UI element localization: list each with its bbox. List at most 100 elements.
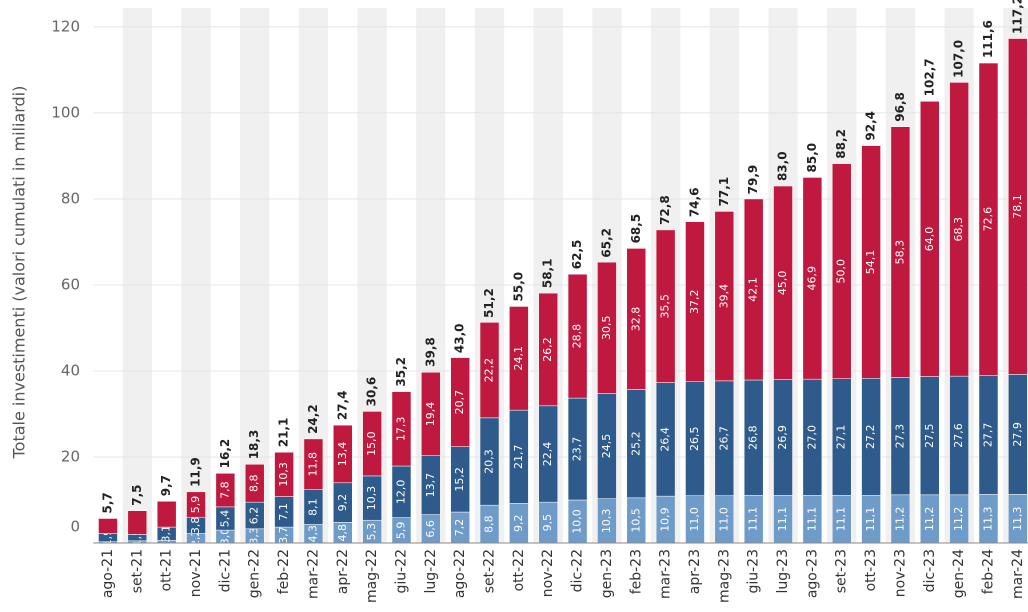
- bar-segment: [861, 145, 881, 379]
- segment-label: 3,1: [160, 525, 173, 543]
- segment-label: 3,8: [189, 517, 202, 535]
- total-label: 77,1: [717, 177, 731, 207]
- segment-label: 22,4: [541, 442, 554, 467]
- segment-label: 11,1: [864, 507, 877, 532]
- segment-label: 11,1: [835, 507, 848, 532]
- segment-label: 50,0: [835, 259, 848, 284]
- segment-label: 11,3: [1011, 506, 1024, 531]
- segment-label: 5,9: [394, 522, 407, 540]
- segment-label: 46,9: [805, 266, 818, 291]
- segment-label: 7,8: [218, 481, 231, 499]
- bar-segment: [421, 372, 441, 456]
- segment-label: 8,8: [483, 515, 496, 533]
- bar-segment: [509, 306, 529, 411]
- x-tick-label: nov-22: [540, 549, 556, 597]
- segment-label: 68,3: [952, 217, 965, 242]
- segment-label: 5,3: [365, 523, 378, 541]
- segment-label: 10,0: [571, 509, 584, 534]
- y-tick-label: 0: [70, 518, 80, 536]
- segment-label: 9,5: [541, 514, 554, 532]
- segment-label: 19,4: [424, 402, 437, 427]
- total-label: 43,0: [453, 323, 467, 353]
- total-label: 117,2: [1010, 0, 1024, 34]
- x-tick-label: giu-23: [746, 549, 762, 594]
- y-tick-label: 80: [61, 189, 80, 207]
- segment-label: 11,2: [923, 507, 936, 532]
- segment-label: 6,2: [248, 507, 261, 525]
- total-label: 55,0: [511, 272, 525, 302]
- x-tick-label: set-23: [834, 549, 850, 593]
- total-label: 24,2: [306, 404, 320, 434]
- x-tick-label: gen-24: [951, 549, 967, 598]
- x-tick-label: mar-24: [1010, 549, 1026, 599]
- x-tick-label: mar-22: [305, 549, 321, 599]
- total-label: 51,2: [482, 288, 496, 318]
- y-tick-label: 100: [51, 103, 80, 121]
- segment-label: 37,2: [688, 289, 701, 314]
- x-tick-label: mag-23: [716, 549, 732, 603]
- total-label: 74,6: [687, 188, 701, 218]
- bar-segment: [949, 82, 969, 377]
- segment-label: 23,7: [571, 437, 584, 462]
- bar-segment: [215, 473, 236, 508]
- segment-label: 9,2: [512, 514, 525, 532]
- segment-label: 5,4: [218, 510, 231, 528]
- x-tick-label: feb-22: [276, 549, 292, 594]
- x-tick-label: mag-22: [364, 549, 380, 603]
- segment-label: 10,3: [365, 486, 378, 511]
- bar-segment: [831, 163, 852, 379]
- segment-label: 28,8: [571, 324, 584, 349]
- segment-label: 64,0: [923, 227, 936, 252]
- segment-label: 72,6: [981, 207, 994, 232]
- bar-segment: [333, 424, 353, 484]
- bar-segment: [978, 62, 999, 376]
- segment-label: 26,2: [541, 337, 554, 362]
- total-label: 11,9: [189, 457, 203, 487]
- total-label: 7,5: [130, 484, 144, 505]
- x-tick-label: nov-23: [892, 549, 908, 597]
- y-tick-label: 20: [61, 447, 80, 465]
- segment-label: 7,2: [453, 519, 466, 537]
- total-label: 72,8: [658, 195, 672, 225]
- x-tick-label: nov-21: [188, 549, 204, 597]
- total-label: 30,6: [365, 377, 379, 407]
- band-shade: [240, 8, 270, 543]
- segment-label: 45,0: [776, 271, 789, 296]
- segment-label: 26,7: [717, 426, 730, 451]
- bar-segment: [567, 273, 588, 399]
- bar-segment: [274, 452, 294, 497]
- segment-label: 42,1: [747, 277, 760, 302]
- total-label: 9,7: [159, 475, 173, 496]
- total-label: 5,7: [100, 492, 114, 513]
- segment-label: 78,1: [1011, 194, 1024, 219]
- segment-label: 11,2: [893, 507, 906, 532]
- bar-segment: [802, 177, 823, 380]
- bar-segment: [450, 357, 470, 447]
- total-label: 92,4: [864, 111, 878, 141]
- total-label: 21,1: [277, 418, 291, 448]
- segment-label: 27,5: [923, 423, 936, 448]
- segment-label: 26,9: [776, 425, 789, 450]
- bar-segment: [597, 261, 617, 394]
- segment-label: 11,2: [952, 507, 965, 532]
- x-tick-label: ott-21: [159, 549, 175, 591]
- bar-segment: [1008, 38, 1028, 375]
- segment-label: 13,7: [424, 473, 437, 498]
- segment-label: 11,3: [981, 506, 994, 531]
- band-shade: [181, 8, 211, 543]
- segment-label: 24,5: [600, 434, 613, 459]
- segment-label: 3,3: [248, 527, 261, 545]
- bar-segment: [538, 292, 558, 407]
- y-tick-label: 60: [61, 275, 80, 293]
- bar-segment: [743, 198, 764, 381]
- total-label: 58,1: [541, 259, 555, 289]
- segment-label: 58,3: [893, 240, 906, 265]
- x-tick-label: ago-21: [100, 549, 116, 598]
- bar-segment: [156, 501, 177, 528]
- segment-label: 6,6: [424, 520, 437, 538]
- total-label: 39,8: [423, 337, 437, 367]
- segment-label: 30,5: [600, 316, 613, 341]
- segment-label: 11,1: [776, 507, 789, 532]
- x-tick-label: apr-22: [335, 549, 351, 594]
